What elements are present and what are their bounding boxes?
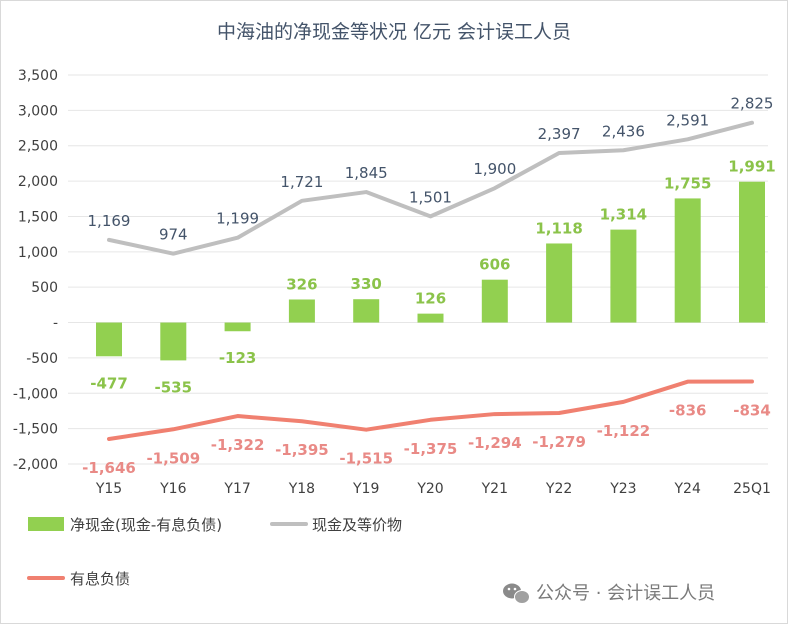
legend-item-net-cash: 净现金(现金-有息负债) <box>28 516 222 534</box>
x-tick-label: Y20 <box>416 481 443 497</box>
data-label-debt: -836 <box>669 402 707 420</box>
debt-line <box>107 379 754 441</box>
bar <box>417 313 444 323</box>
bar <box>353 299 380 323</box>
watermark: 公众号 · 会计误工人员 <box>503 583 715 604</box>
watermark-text: 公众号 · 会计误工人员 <box>536 583 715 604</box>
bar <box>160 322 187 361</box>
x-tick-label: Y16 <box>159 481 186 497</box>
y-tick-label: - <box>53 316 58 332</box>
legend-label-net-cash: 净现金(现金-有息负债) <box>70 516 222 534</box>
data-label-debt: -1,646 <box>82 459 136 477</box>
x-axis-ticks: Y15 Y16 Y17 Y18 Y19 Y20 Y21 Y22 Y23 Y24 25Q1 <box>95 481 771 497</box>
data-label-debt: -1,375 <box>404 440 458 458</box>
data-label-debt: -1,322 <box>211 436 265 454</box>
y-tick-label: 1,500 <box>18 209 58 225</box>
data-label-debt: -1,515 <box>339 450 393 468</box>
data-label-net-cash: 606 <box>479 256 510 274</box>
data-label-net-cash: 1,991 <box>728 158 775 176</box>
y-tick-label: 2,000 <box>18 174 58 190</box>
bar <box>481 279 508 323</box>
bar <box>288 299 315 323</box>
x-tick-label: 25Q1 <box>733 481 771 497</box>
data-label-cash: 2,591 <box>666 111 709 129</box>
bar <box>610 229 637 323</box>
data-label-debt: -1,122 <box>597 422 651 440</box>
data-labels: -477 -535 -123 326 330 126 606 1,118 1,314 1,755 1… <box>82 95 776 477</box>
y-tick-label: -1,000 <box>13 386 58 402</box>
data-label-cash: 1,199 <box>216 210 259 228</box>
bar <box>674 198 701 323</box>
data-label-cash: 2,397 <box>538 125 581 143</box>
data-label-cash: 1,721 <box>280 173 323 191</box>
x-tick-label: Y24 <box>674 481 701 497</box>
data-label-cash: 2,825 <box>731 95 774 113</box>
data-label-debt: -1,395 <box>275 441 329 459</box>
x-tick-label: Y23 <box>609 481 636 497</box>
x-tick-label: Y22 <box>545 481 572 497</box>
legend-item-cash: 现金及等价物 <box>270 516 402 534</box>
y-tick-label: -500 <box>26 351 58 367</box>
legend-label-cash: 现金及等价物 <box>312 516 402 534</box>
data-label-debt: -1,294 <box>468 434 522 452</box>
y-tick-label: 2,500 <box>18 139 58 155</box>
bar <box>96 322 122 357</box>
y-tick-label: -1,500 <box>13 422 58 438</box>
x-tick-label: Y19 <box>352 481 379 497</box>
data-label-cash: 1,169 <box>88 212 131 230</box>
data-label-net-cash: 1,755 <box>664 174 711 192</box>
x-tick-label: Y17 <box>223 481 250 497</box>
data-label-cash: 1,501 <box>409 188 452 206</box>
wechat-icon <box>503 583 530 604</box>
data-label-debt: -1,509 <box>146 449 200 467</box>
chart-title: 中海油的净现金等状况 亿元 会计误工人员 <box>217 21 571 43</box>
y-tick-label: 3,500 <box>18 68 58 84</box>
data-label-debt: -1,279 <box>532 433 586 451</box>
y-tick-label: 500 <box>31 280 58 296</box>
data-label-cash: 1,845 <box>345 164 388 182</box>
data-label-net-cash: -123 <box>219 349 257 367</box>
data-label-net-cash: 1,314 <box>600 206 647 224</box>
legend-label-debt: 有息负债 <box>70 570 130 588</box>
cash-line <box>107 120 754 256</box>
data-label-cash: 2,436 <box>602 122 645 140</box>
bar <box>739 181 765 323</box>
y-tick-label: -2,000 <box>13 457 58 473</box>
legend-item-debt: 有息负债 <box>27 570 130 588</box>
bar <box>224 322 251 332</box>
data-label-cash: 1,900 <box>473 160 516 178</box>
data-label-cash: 974 <box>159 226 188 244</box>
data-label-net-cash: 330 <box>351 275 382 293</box>
bar <box>546 243 573 323</box>
data-label-net-cash: 326 <box>286 275 317 293</box>
y-tick-label: 3,000 <box>18 103 58 119</box>
data-label-debt: -834 <box>733 402 771 420</box>
series-lines <box>107 120 754 441</box>
data-label-net-cash: -535 <box>155 378 193 396</box>
y-axis-ticks: -2,000-1,500-1,000-500-5001,0001,5002,00… <box>13 68 58 473</box>
data-label-net-cash: 1,118 <box>535 219 582 237</box>
legend: 净现金(现金-有息负债) 现金及等价物 有息负债 <box>27 516 402 588</box>
x-tick-label: Y18 <box>288 481 315 497</box>
legend-swatch-net-cash <box>28 517 64 531</box>
net-cash-bars <box>96 181 765 361</box>
x-tick-label: Y15 <box>95 481 122 497</box>
x-tick-label: Y21 <box>481 481 508 497</box>
data-label-net-cash: 126 <box>415 290 446 308</box>
data-label-net-cash: -477 <box>90 374 128 392</box>
y-tick-label: 1,000 <box>18 245 58 261</box>
